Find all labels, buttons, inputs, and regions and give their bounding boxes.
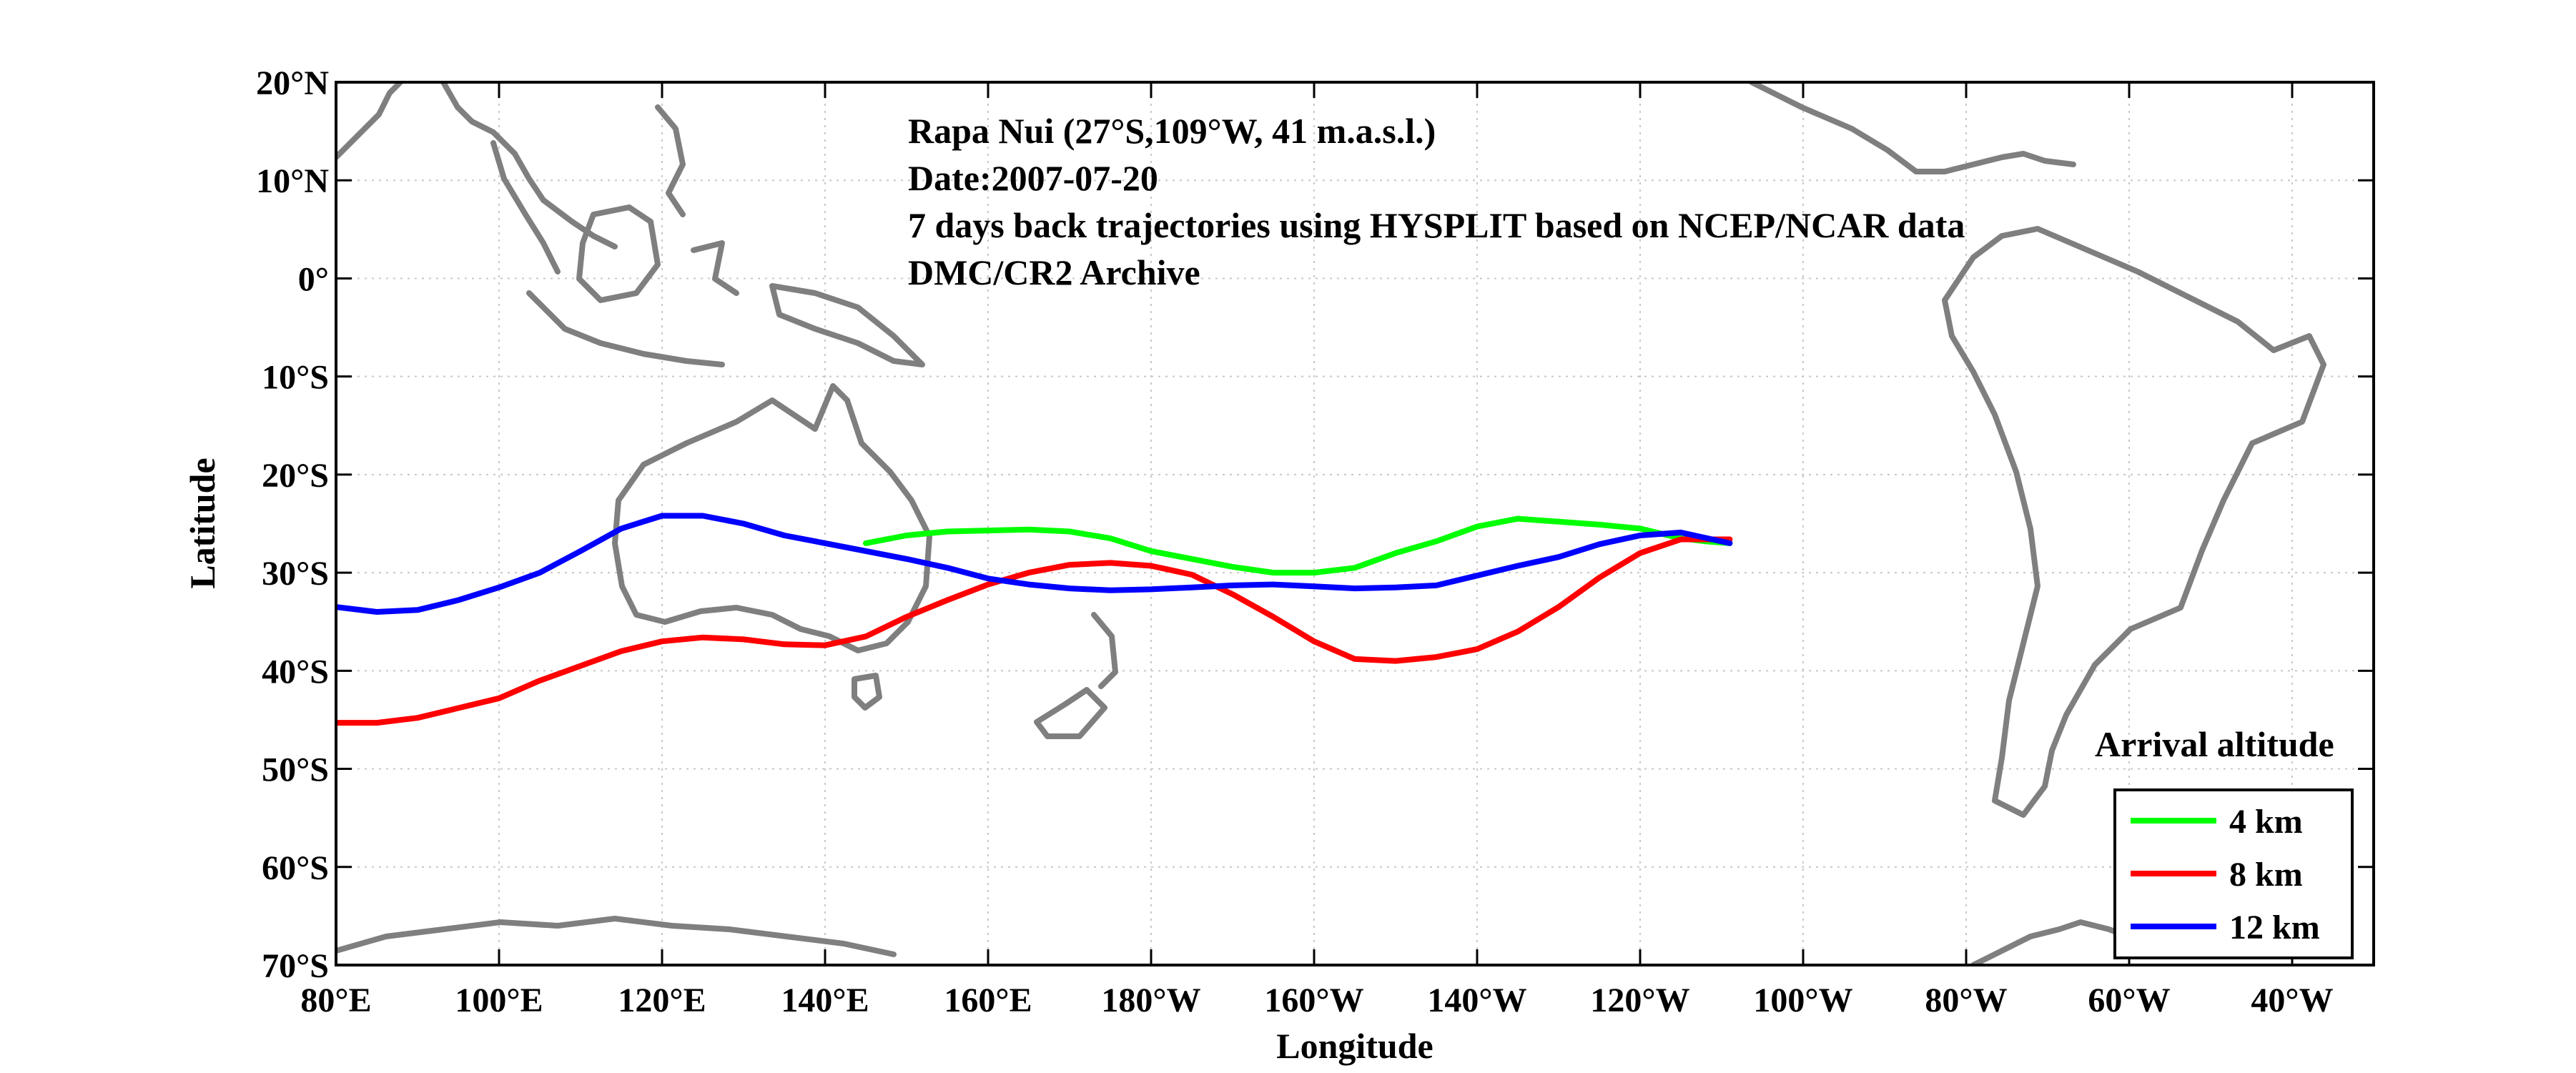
coastline-indochina	[440, 82, 618, 249]
x-tick-label: 140°E	[781, 981, 869, 1019]
legend-title: Arrival altitude	[2095, 724, 2334, 764]
x-tick-label: 60°W	[2088, 981, 2170, 1019]
coastline-north-america	[1749, 82, 2076, 174]
legend-label: 4 km	[2229, 803, 2303, 841]
x-tick-labels: 80°E 100°E 120°E 140°E 160°E 180°W 160°W 140°W 1…	[300, 981, 2333, 1019]
coastline-south-america	[1942, 226, 2326, 818]
y-tick-label: 50°S	[262, 751, 329, 789]
y-axis-label: Latitude	[182, 458, 222, 588]
y-tick-label: 60°S	[262, 849, 329, 887]
trajectory-line-8-km	[336, 536, 1733, 726]
y-tick-label: 30°S	[262, 555, 329, 593]
y-tick-label: 10°N	[256, 162, 329, 200]
coastline-antarctica	[336, 916, 897, 957]
x-tick-label: 140°W	[1427, 981, 1526, 1019]
coastline-tasmania	[852, 673, 882, 711]
annotation-block: Rapa Nui (27°S,109°W, 41 m.a.s.l.) Date:…	[908, 111, 1965, 292]
y-tick-label: 20°N	[256, 64, 329, 102]
x-tick-label: 80°E	[300, 981, 371, 1019]
annotation-archive: DMC/CR2 Archive	[908, 252, 1200, 292]
legend: 4 km 8 km 12 km	[2113, 788, 2354, 959]
y-tick-label: 10°S	[262, 359, 329, 397]
coastline-southeast-asia	[336, 82, 403, 160]
coastline-antarctic-peninsula	[1970, 919, 2148, 965]
trajectory-series	[336, 513, 1733, 726]
y-tick-labels: 20°N 10°N 0° 10°S 20°S 30°S 40°S 50°S 60°S 70°S	[256, 64, 329, 985]
annotation-date: Date:2007-07-20	[908, 158, 1158, 198]
y-tick-label: 70°S	[262, 947, 329, 985]
coastline-borneo	[576, 204, 661, 303]
y-tick-label: 0°	[298, 260, 329, 298]
x-tick-label: 120°E	[618, 981, 706, 1019]
x-tick-label: 120°W	[1590, 981, 1689, 1019]
coastline-sulawesi	[691, 240, 739, 296]
x-tick-label: 180°W	[1101, 981, 1200, 1019]
x-tick-label: 160°W	[1264, 981, 1363, 1019]
legend-items: 4 km 8 km 12 km	[2131, 803, 2320, 946]
coastline-malay	[490, 140, 561, 275]
coastline-australia	[612, 383, 932, 653]
coastlines	[336, 82, 2326, 965]
y-tick-label: 40°S	[262, 653, 329, 691]
trajectory-line-4-km	[863, 515, 1733, 576]
plot-frame	[335, 81, 2375, 966]
axis-ticks	[335, 81, 2374, 966]
coastline-new-zealand	[1034, 612, 1118, 739]
coastline-sumatra-java	[526, 290, 725, 367]
annotation-method: 7 days back trajectories using HYSPLIT b…	[908, 205, 1965, 245]
legend-label: 8 km	[2229, 856, 2303, 894]
x-tick-label: 100°W	[1753, 981, 1852, 1019]
legend-label: 12 km	[2229, 909, 2320, 946]
annotation-station: Rapa Nui (27°S,109°W, 41 m.a.s.l.)	[908, 111, 1436, 151]
x-tick-label: 160°E	[944, 981, 1032, 1019]
trajectory-line-12-km	[336, 513, 1733, 615]
x-tick-label: 40°W	[2251, 981, 2333, 1019]
coastline-new-guinea	[769, 283, 925, 367]
x-axis-label: Longitude	[1276, 1026, 1433, 1066]
coastline-philippines	[655, 104, 686, 217]
y-tick-label: 20°S	[262, 457, 329, 495]
x-tick-label: 80°W	[1925, 981, 2007, 1019]
x-tick-label: 100°E	[455, 981, 543, 1019]
